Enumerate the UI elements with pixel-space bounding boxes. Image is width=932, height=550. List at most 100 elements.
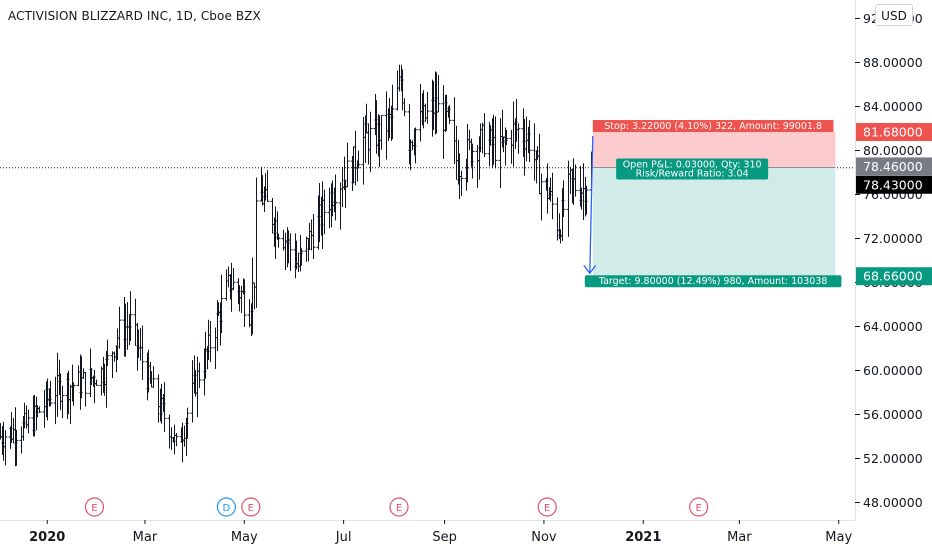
ohlc-bar xyxy=(110,351,115,379)
x-tick-label: Nov xyxy=(531,530,557,545)
ohlc-bar xyxy=(333,174,338,221)
stop-price-tag: 81.68000 xyxy=(856,123,932,142)
ohlc-bar xyxy=(566,160,571,237)
earnings-marker-circle xyxy=(537,497,557,517)
ohlc-bar xyxy=(60,385,65,419)
ohlc-bar xyxy=(537,133,542,195)
ohlc-bar xyxy=(436,75,441,113)
earnings-marker-circle xyxy=(241,497,261,517)
ohlc-bar xyxy=(219,274,224,334)
ohlc-bar xyxy=(169,427,174,451)
ohlc-bar xyxy=(226,266,231,288)
ohlc-bar xyxy=(366,123,371,165)
stop-price-tag-bg xyxy=(856,123,932,142)
ohlc-bar xyxy=(532,123,537,181)
ohlc-bar xyxy=(509,129,514,164)
price-axis[interactable]: 48.00000 52.00000 56.00000 60.00000 64.00000… xyxy=(855,11,923,510)
x-tick-label: May xyxy=(231,530,258,545)
ohlc-bar xyxy=(182,425,187,447)
ohlc-bar xyxy=(555,197,560,241)
ohlc-bar xyxy=(276,233,281,248)
position-arrow xyxy=(589,136,594,274)
ohlc-bar xyxy=(270,197,275,234)
ohlc-bar xyxy=(239,285,244,314)
ohlc-bar xyxy=(447,105,452,124)
ohlc-bar xyxy=(288,233,293,271)
ohlc-bar xyxy=(14,429,19,466)
ohlc-bar xyxy=(425,91,430,124)
ohlc-bar xyxy=(353,130,358,186)
ohlc-bar xyxy=(133,298,138,346)
long-position-tool[interactable]: Stop: 3.22000 (4.10%) 322, Amount: 99001… xyxy=(583,120,842,288)
position-arrow-head xyxy=(583,264,597,275)
ohlc-bar xyxy=(584,185,589,215)
ohlc-bar xyxy=(309,219,314,251)
pnl-label-text: Open P&L: 0.03000, Qty: 310 xyxy=(623,159,762,170)
pnl-label-bg xyxy=(616,158,769,180)
ohlc-bar xyxy=(550,172,555,220)
price-axis-tags: 81.68000 78.46000 78.43000 68.66000 xyxy=(856,123,932,286)
ohlc-bar xyxy=(99,366,104,396)
earnings-marker-label: E xyxy=(695,503,701,514)
dividend-marker-label: D xyxy=(223,503,231,514)
chart-title: ACTIVISION BLIZZARD INC, 1D, Cboe BZX xyxy=(8,9,261,23)
entry-price-tag-bg xyxy=(856,157,932,176)
earnings-marker: E xyxy=(389,497,409,517)
dividend-marker-circle xyxy=(216,497,236,517)
target-label-box: Target: 9.80000 (12.49%) 980, Amount: 10… xyxy=(584,275,842,288)
y-tick-label: 56.00000 xyxy=(863,407,923,422)
ohlc-bar xyxy=(81,368,86,379)
ohlc-bar xyxy=(561,180,566,217)
ohlc-bar xyxy=(48,380,53,407)
currency-button[interactable]: USD xyxy=(875,4,913,26)
ohlc-bar xyxy=(322,189,327,235)
ohlc-bar xyxy=(568,166,573,195)
ohlc-bar xyxy=(55,352,60,417)
ohlc-bar xyxy=(418,83,423,142)
ohlc-bar xyxy=(573,164,578,197)
ohlc-bar xyxy=(475,144,480,188)
stop-label-bg xyxy=(592,120,834,133)
ohlc-bar xyxy=(208,321,213,363)
earnings-marker: E xyxy=(537,497,557,517)
y-tick-label: 52.00000 xyxy=(863,451,923,466)
ohlc-bar xyxy=(283,232,288,270)
earnings-marker-label: E xyxy=(248,503,254,514)
ohlc-bar xyxy=(76,365,81,386)
ohlc-bar xyxy=(94,379,99,386)
ohlc-bar xyxy=(511,101,516,167)
ohlc-bar xyxy=(504,130,509,146)
ohlc-bar xyxy=(224,269,229,301)
earnings-marker-circle xyxy=(84,497,105,517)
ohlc-bar xyxy=(105,339,110,367)
ohlc-bar xyxy=(395,70,400,111)
target-price-tag: 68.66000 xyxy=(856,267,932,286)
ohlc-bar xyxy=(361,117,366,185)
ohlc-bar xyxy=(162,382,167,433)
earnings-marker: E xyxy=(241,497,261,517)
ohlc-bar xyxy=(454,125,459,180)
ohlc-bar xyxy=(482,113,487,158)
ohlc-bar xyxy=(247,298,252,328)
ohlc-bar xyxy=(167,414,172,449)
ohlc-bar xyxy=(140,325,145,380)
ohlc-bar xyxy=(516,123,521,154)
time-axis[interactable]: 2020 Mar May Jul Sep Nov 2021 Mar May xyxy=(29,520,852,545)
stop-label-text: Stop: 3.22000 (4.10%) 322, Amount: 99001… xyxy=(604,121,822,132)
x-tick-label: 2021 xyxy=(625,530,661,545)
ohlc-bar xyxy=(452,97,457,164)
earnings-marker-circle xyxy=(689,497,709,517)
ohlc-bar xyxy=(37,406,42,414)
ohlc-bar xyxy=(379,114,384,150)
ohlc-bar xyxy=(493,116,498,169)
ohlc-bar xyxy=(26,409,31,434)
ohlc-bar xyxy=(117,306,122,349)
ohlc-bar xyxy=(423,103,428,122)
ohlc-bar xyxy=(459,170,464,197)
ohlc-bar xyxy=(19,426,24,454)
ohlc-bar xyxy=(539,173,544,221)
earnings-marker-label: E xyxy=(544,503,550,514)
ohlc-bar xyxy=(125,302,130,350)
